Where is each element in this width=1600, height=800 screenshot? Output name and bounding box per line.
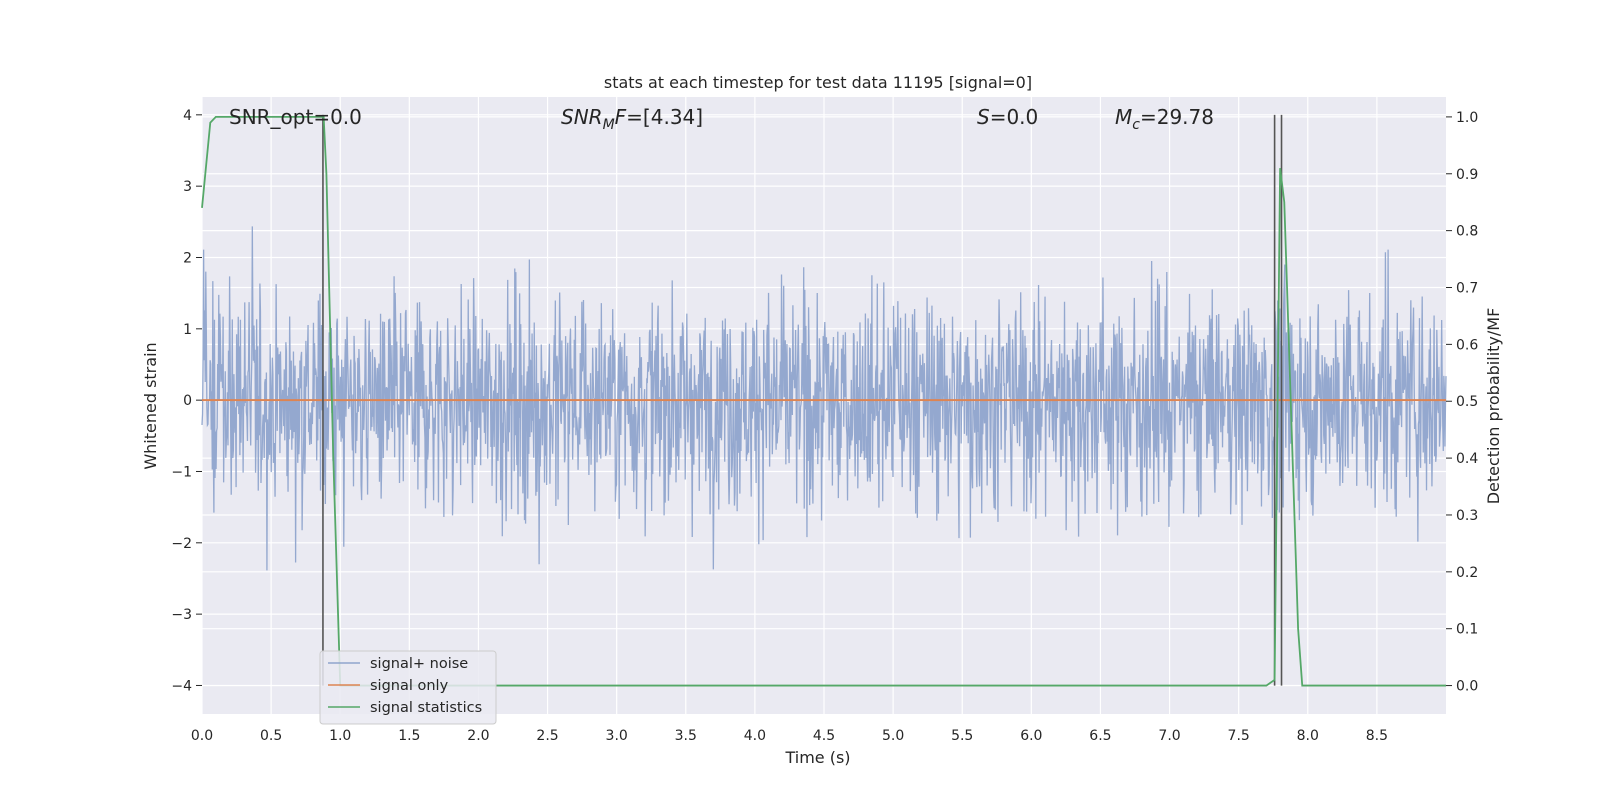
y-right-tick-label: 0.7	[1456, 281, 1478, 297]
y-right-tick-label: 0.0	[1456, 679, 1478, 695]
chart-title: stats at each timestep for test data 111…	[604, 73, 1032, 92]
x-tick-label: 1.5	[398, 728, 420, 744]
legend-label-signal-only: signal only	[370, 678, 449, 694]
x-tick-label: 6.5	[1089, 728, 1111, 744]
y-right-tick-label: 0.6	[1456, 337, 1478, 353]
x-axis-label: Time (s)	[784, 748, 850, 767]
y-left-tick-label: −4	[171, 678, 192, 694]
y-left-tick-label: 2	[183, 250, 192, 266]
snr-mf-subscript: M	[603, 117, 615, 133]
mc-subscript: c	[1132, 117, 1140, 133]
y-left-tick-label: 3	[183, 179, 192, 195]
x-tick-label: 1.0	[329, 728, 351, 744]
y-left-tick-label: 1	[183, 322, 192, 338]
snr-mf-value: =[4.34]	[626, 105, 703, 129]
annotation-s: S=0.0	[977, 105, 1038, 129]
x-tick-label: 5.5	[951, 728, 973, 744]
x-tick-label: 7.0	[1158, 728, 1180, 744]
y-right-tick-label: 0.2	[1456, 565, 1478, 581]
x-tick-label: 8.5	[1366, 728, 1388, 744]
snr-mf-suffix-italic: F	[615, 105, 627, 129]
x-tick-label: 2.0	[467, 728, 489, 744]
s-value: =0.0	[990, 105, 1039, 129]
y-left-tick-label: 0	[183, 393, 192, 409]
y-left-tick-label: 4	[183, 108, 192, 124]
y-right-tick-label: 0.4	[1456, 451, 1478, 467]
y-left-tick-label: −2	[171, 536, 192, 552]
x-tick-label: 4.5	[813, 728, 835, 744]
snr-mf-prefix: SNR	[561, 105, 603, 129]
y-left-tick-label: −3	[171, 607, 192, 623]
x-tick-label: 0.5	[260, 728, 282, 744]
y-right-tick-label: 0.5	[1456, 394, 1478, 410]
y-right-tick-label: 0.1	[1456, 622, 1478, 638]
y-right-tick-label: 0.9	[1456, 167, 1478, 183]
x-tick-label: 0.0	[191, 728, 213, 744]
signal-noise-line	[201, 226, 1447, 571]
mc-symbol: M	[1115, 105, 1132, 129]
annotation-mc: Mc=29.78	[1115, 105, 1214, 133]
annotation-snr-mf: SNRMF=[4.34]	[561, 105, 703, 133]
x-tick-label: 6.0	[1020, 728, 1042, 744]
y-axis-label-right: Detection probability/MF	[1484, 308, 1503, 505]
y-right-tick-label: 0.3	[1456, 508, 1478, 524]
x-tick-label: 5.0	[882, 728, 904, 744]
tick-labels: 0.0 0.5 1.0 1.5 2.0 2.5 3.0 3.5 4.0 4.5 5.0 5.5 6.0 6…	[171, 108, 1478, 744]
y-axis-label-left: Whitened strain	[141, 342, 160, 469]
y-right-tick-label: 1.0	[1456, 110, 1478, 126]
x-tick-label: 7.5	[1228, 728, 1250, 744]
legend-label-signal-noise: signal+ noise	[370, 656, 468, 672]
mc-value: =29.78	[1140, 105, 1214, 129]
legend-label-signal-statistics: signal statistics	[370, 700, 482, 716]
series-signal-noise	[201, 226, 1447, 571]
x-tick-label: 8.0	[1297, 728, 1319, 744]
y-left-tick-label: −1	[171, 464, 192, 480]
legend: signal+ noise signal only signal statist…	[319, 650, 497, 725]
vertical-markers	[322, 114, 1283, 686]
legend-box	[319, 650, 497, 725]
y-right-tick-label: 0.8	[1456, 224, 1478, 240]
x-tick-label: 3.5	[675, 728, 697, 744]
x-tick-label: 3.0	[606, 728, 628, 744]
annotation-snr-opt: SNR_opt=0.0	[229, 105, 362, 129]
x-tick-label: 4.0	[744, 728, 766, 744]
s-symbol: S	[977, 105, 990, 129]
x-tick-label: 2.5	[536, 728, 558, 744]
